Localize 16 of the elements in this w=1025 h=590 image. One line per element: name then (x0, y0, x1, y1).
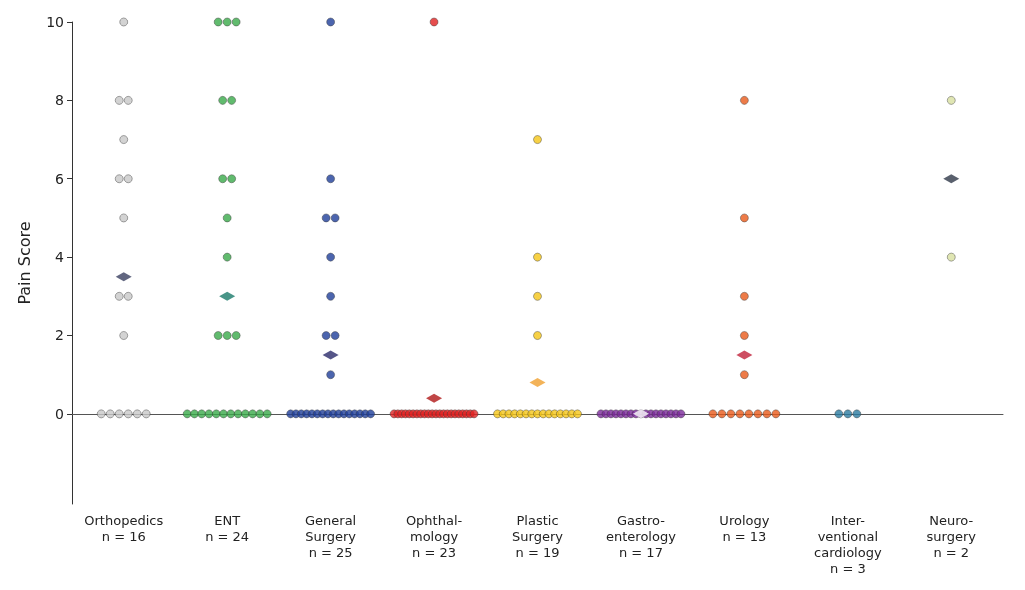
y-tick-label: 8 (55, 92, 64, 109)
x-tick-label: Ophthal- mology n = 23 (405, 512, 463, 560)
y-tick-label: 10 (46, 14, 64, 30)
x-tick-label: Plastic Surgery n = 19 (512, 512, 564, 560)
x-tick-label: General Surgery n = 25 (304, 512, 357, 560)
x-tick-label: Orthopedics n = 16 (84, 512, 164, 544)
y-tick-label: 6 (55, 170, 65, 187)
y-tick-label: 0 (55, 405, 64, 422)
y-tick-label: 4 (55, 249, 65, 266)
y-tick-label: 2 (55, 327, 64, 344)
x-tick-label: Neuro- surgery n = 2 (926, 512, 977, 560)
x-tick-label: Urology n = 13 (719, 512, 770, 544)
x-tick-label: Gastro- enterology n = 17 (606, 512, 677, 560)
x-tick-label: ENT n = 24 (205, 512, 250, 544)
x-tick-label: Inter- ventional cardiology n = 3 (814, 512, 882, 576)
y-axis-title: Pain Score (14, 221, 34, 305)
